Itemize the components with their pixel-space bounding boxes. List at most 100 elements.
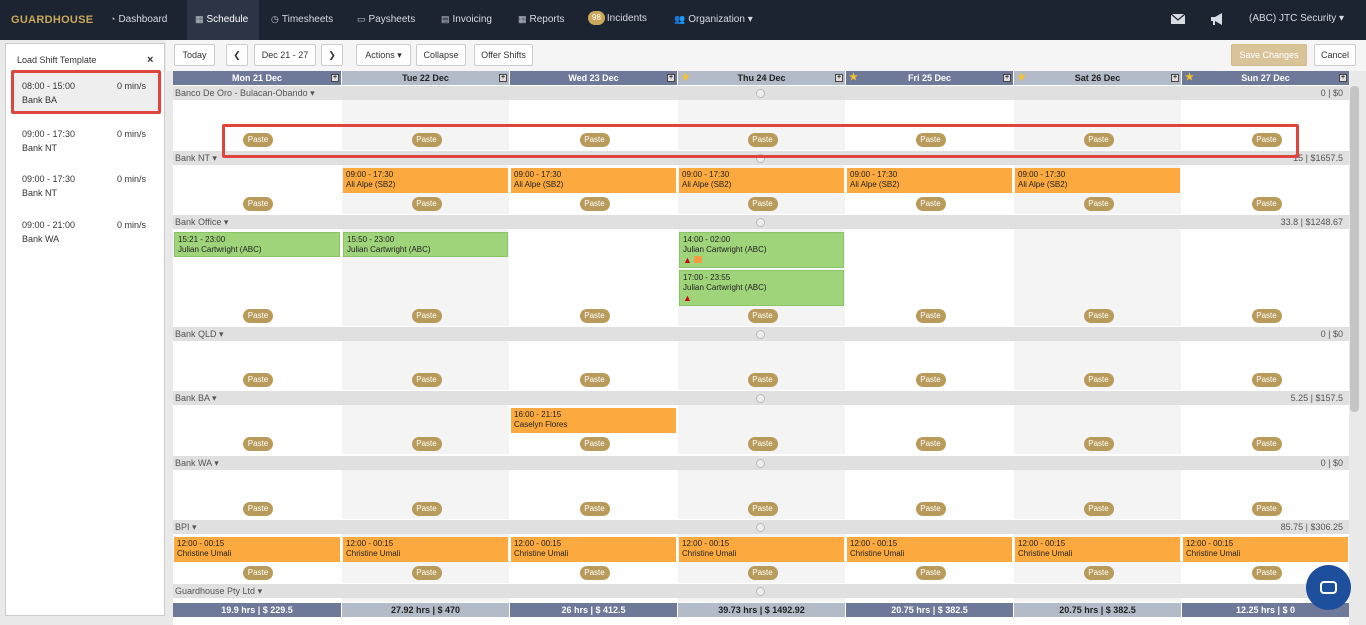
paste-button[interactable]: Paste (1083, 502, 1114, 516)
account-menu[interactable]: (ABC) JTC Security ▾ (1249, 13, 1345, 24)
shift-card[interactable]: 09:00 - 17:30 Ali Alpe (SB2) (679, 168, 844, 193)
day-header[interactable]: ★ Thu 24 Dec + (678, 71, 845, 85)
site-name[interactable]: Bank WA ▾ (175, 458, 219, 468)
shift-card[interactable]: 12:00 - 00:15 Christine Umali (1183, 537, 1348, 562)
nav-incidents[interactable]: 98 Incidents (588, 0, 660, 40)
paste-button[interactable]: Paste (747, 373, 778, 387)
paste-button[interactable]: Paste (1251, 502, 1282, 516)
paste-button[interactable]: Paste (411, 309, 442, 323)
paste-button[interactable]: Paste (243, 566, 273, 580)
cancel-button[interactable]: Cancel (1314, 44, 1356, 66)
paste-button[interactable]: Paste (1083, 566, 1114, 580)
shift-card[interactable]: 09:00 - 17:30 Ali Alpe (SB2) (847, 168, 1012, 193)
add-shift-icon[interactable]: + (1339, 74, 1347, 82)
paste-button[interactable]: Paste (1251, 133, 1282, 147)
nav-dashboard[interactable]: ◔ Dashboard (110, 14, 168, 25)
shift-card[interactable]: 15:50 - 23:00 Julian Cartwright (ABC) (343, 232, 508, 257)
paste-button[interactable]: Paste (411, 502, 442, 516)
site-name[interactable]: Bank QLD ▾ (175, 329, 224, 339)
paste-button[interactable]: Paste (747, 133, 778, 147)
nav-reports[interactable]: ▦ Reports (518, 14, 565, 25)
shift-card[interactable]: 12:00 - 00:15 Christine Umali (1015, 537, 1180, 562)
site-row-header[interactable]: Bank WA ▾ 0 | $0 (173, 456, 1349, 470)
paste-button[interactable]: Paste (1251, 309, 1282, 323)
shift-card[interactable]: 12:00 - 00:15 Christine Umali (343, 537, 508, 562)
shift-card[interactable]: 16:00 - 21:15 Caselyn Flores (511, 408, 676, 433)
paste-button[interactable]: Paste (747, 309, 778, 323)
shift-card[interactable]: 12:00 - 00:15 Christine Umali (174, 537, 340, 562)
paste-button[interactable]: Paste (747, 197, 778, 211)
guardhouse-logo[interactable]: GUARDHOUSE (11, 14, 94, 26)
paste-button[interactable]: Paste (915, 133, 946, 147)
paste-button[interactable]: Paste (747, 502, 778, 516)
shift-card[interactable]: 17:00 - 23:55 Julian Cartwright (ABC) ▲ (679, 270, 844, 306)
day-header[interactable]: ★ Sun 27 Dec + (1182, 71, 1349, 85)
collapse-toggle-icon[interactable] (756, 330, 765, 339)
vertical-scrollbar[interactable] (1350, 86, 1359, 412)
day-header[interactable]: Mon 21 Dec + (173, 71, 341, 85)
collapse-toggle-icon[interactable] (756, 218, 765, 227)
paste-button[interactable]: Paste (411, 197, 442, 211)
paste-button[interactable]: Paste (579, 566, 610, 580)
paste-button[interactable]: Paste (243, 437, 273, 451)
paste-button[interactable]: Paste (1251, 566, 1282, 580)
paste-button[interactable]: Paste (579, 133, 610, 147)
collapse-toggle-icon[interactable] (756, 154, 765, 163)
paste-button[interactable]: Paste (1083, 437, 1114, 451)
site-row-header[interactable]: Bank NT ▾ 15 | $1657.5 (173, 151, 1349, 165)
collapse-toggle-icon[interactable] (756, 89, 765, 98)
paste-button[interactable]: Paste (411, 437, 442, 451)
chat-widget-button[interactable] (1306, 565, 1351, 610)
paste-button[interactable]: Paste (243, 197, 273, 211)
site-name[interactable]: Bank NT ▾ (175, 153, 217, 163)
site-row-header[interactable]: Bank QLD ▾ 0 | $0 (173, 327, 1349, 341)
prev-week-button[interactable]: ❮ (226, 44, 248, 66)
paste-button[interactable]: Paste (747, 566, 778, 580)
paste-button[interactable]: Paste (579, 373, 610, 387)
nav-timesheets[interactable]: ◷ Timesheets (271, 14, 334, 25)
paste-button[interactable]: Paste (579, 502, 610, 516)
paste-button[interactable]: Paste (915, 502, 946, 516)
paste-button[interactable]: Paste (915, 373, 946, 387)
collapse-toggle-icon[interactable] (756, 523, 765, 532)
site-row-header[interactable]: Banco De Oro - Bulacan-Obando ▾ 0 | $0 (173, 86, 1349, 100)
save-changes-button[interactable]: Save Changes (1231, 44, 1307, 66)
nav-organization[interactable]: 👥 Organization ▾ (674, 14, 753, 25)
add-shift-icon[interactable]: + (667, 74, 675, 82)
paste-button[interactable]: Paste (1251, 373, 1282, 387)
shift-card[interactable]: 12:00 - 00:15 Christine Umali (679, 537, 844, 562)
paste-button[interactable]: Paste (1251, 437, 1282, 451)
paste-button[interactable]: Paste (243, 502, 273, 516)
add-shift-icon[interactable]: + (1171, 74, 1179, 82)
megaphone-icon[interactable] (1209, 11, 1226, 27)
offer-shifts-button[interactable]: Offer Shifts (474, 44, 533, 66)
shift-card[interactable]: 14:00 - 02:00 Julian Cartwright (ABC) ▲ (679, 232, 844, 268)
site-row-header[interactable]: Bank BA ▾ 5.25 | $157.5 (173, 391, 1349, 405)
nav-paysheets[interactable]: ▭ Paysheets (357, 14, 416, 25)
mail-icon[interactable] (1170, 11, 1186, 27)
site-row-header[interactable]: BPI ▾ 85.75 | $306.25 (173, 520, 1349, 534)
day-header[interactable]: ★ Sat 26 Dec + (1014, 71, 1181, 85)
site-row-header[interactable]: Bank Office ▾ 33.8 | $1248.67 (173, 215, 1349, 229)
close-icon[interactable]: × (147, 54, 154, 66)
shift-card[interactable]: 09:00 - 17:30 Ali Alpe (SB2) (1015, 168, 1180, 193)
paste-button[interactable]: Paste (1083, 133, 1114, 147)
paste-button[interactable]: Paste (243, 373, 273, 387)
add-shift-icon[interactable]: + (331, 74, 339, 82)
nav-invoicing[interactable]: ▤ Invoicing (441, 14, 492, 25)
shift-card[interactable]: 12:00 - 00:15 Christine Umali (511, 537, 676, 562)
paste-button[interactable]: Paste (411, 133, 442, 147)
next-week-button[interactable]: ❯ (321, 44, 343, 66)
shift-card[interactable]: 12:00 - 00:15 Christine Umali (847, 537, 1012, 562)
paste-button[interactable]: Paste (1251, 197, 1282, 211)
paste-button[interactable]: Paste (579, 309, 610, 323)
today-button[interactable]: Today (174, 44, 215, 66)
collapse-toggle-icon[interactable] (756, 394, 765, 403)
collapse-toggle-icon[interactable] (756, 587, 765, 596)
actions-dropdown[interactable]: Actions ▾ (356, 44, 411, 66)
add-shift-icon[interactable]: + (1003, 74, 1011, 82)
paste-button[interactable]: Paste (747, 437, 778, 451)
site-row-header[interactable]: Guardhouse Pty Ltd ▾ (173, 584, 1349, 598)
nav-schedule[interactable]: ▦ Schedule (187, 0, 259, 40)
paste-button[interactable]: Paste (915, 437, 946, 451)
